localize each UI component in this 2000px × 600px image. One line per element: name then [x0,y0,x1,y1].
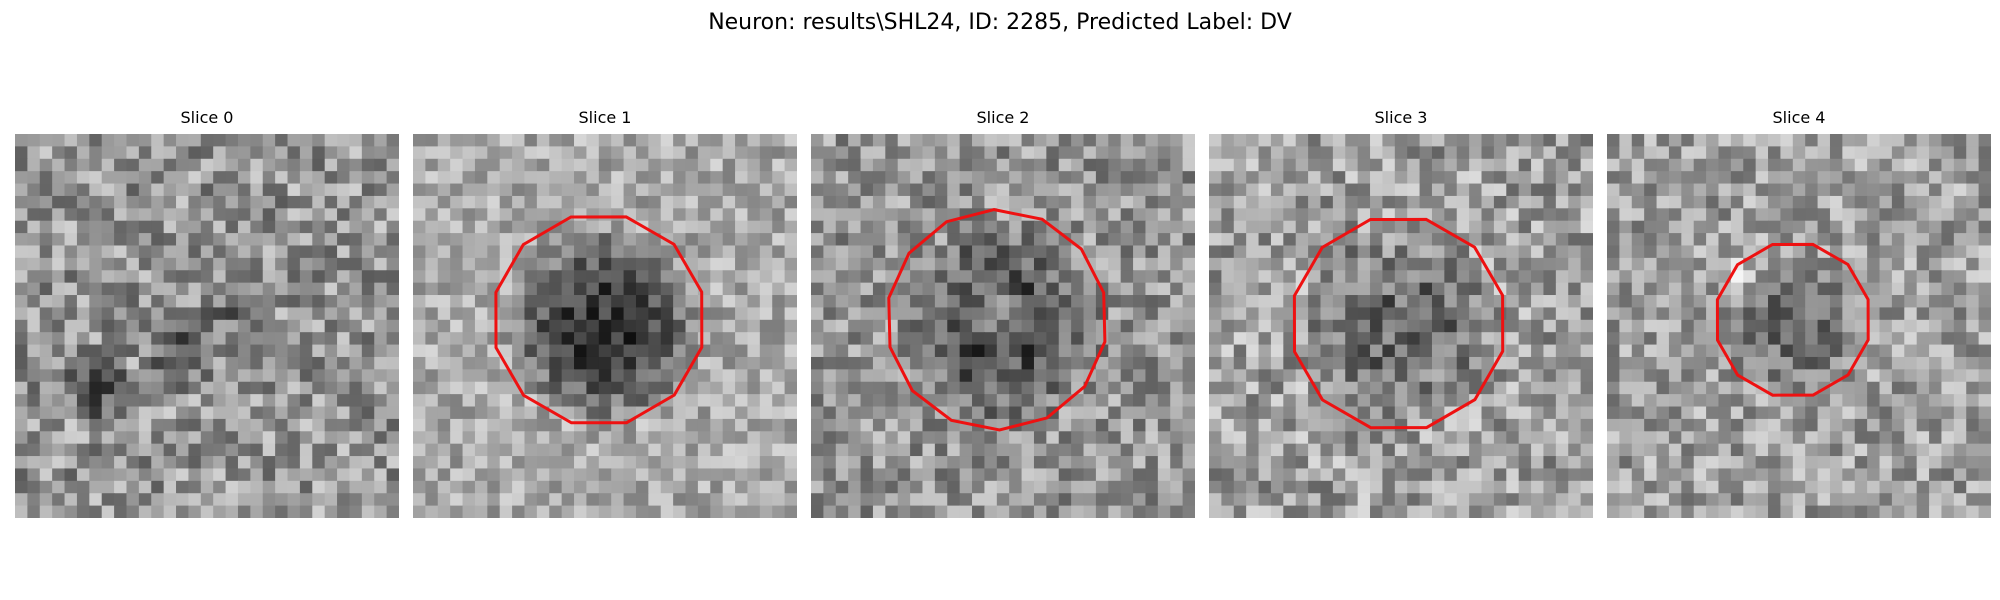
slice-image [1607,134,1991,518]
roi-contour [1292,217,1505,430]
slice-title: Slice 3 [1374,108,1428,127]
slice-image [811,134,1195,518]
slice-image [1209,134,1593,518]
roi-contour [494,215,704,425]
slice-image [15,134,399,518]
slice-title: Slice 4 [1772,108,1826,127]
slice-image [413,134,797,518]
slice-title: Slice 0 [180,108,234,127]
figure-title: Neuron: results\SHL24, ID: 2285, Predict… [708,10,1292,35]
slice-title: Slice 1 [578,108,632,127]
slice-title: Slice 2 [976,108,1030,127]
roi-contour [1715,242,1870,397]
roi-contour [887,208,1107,432]
